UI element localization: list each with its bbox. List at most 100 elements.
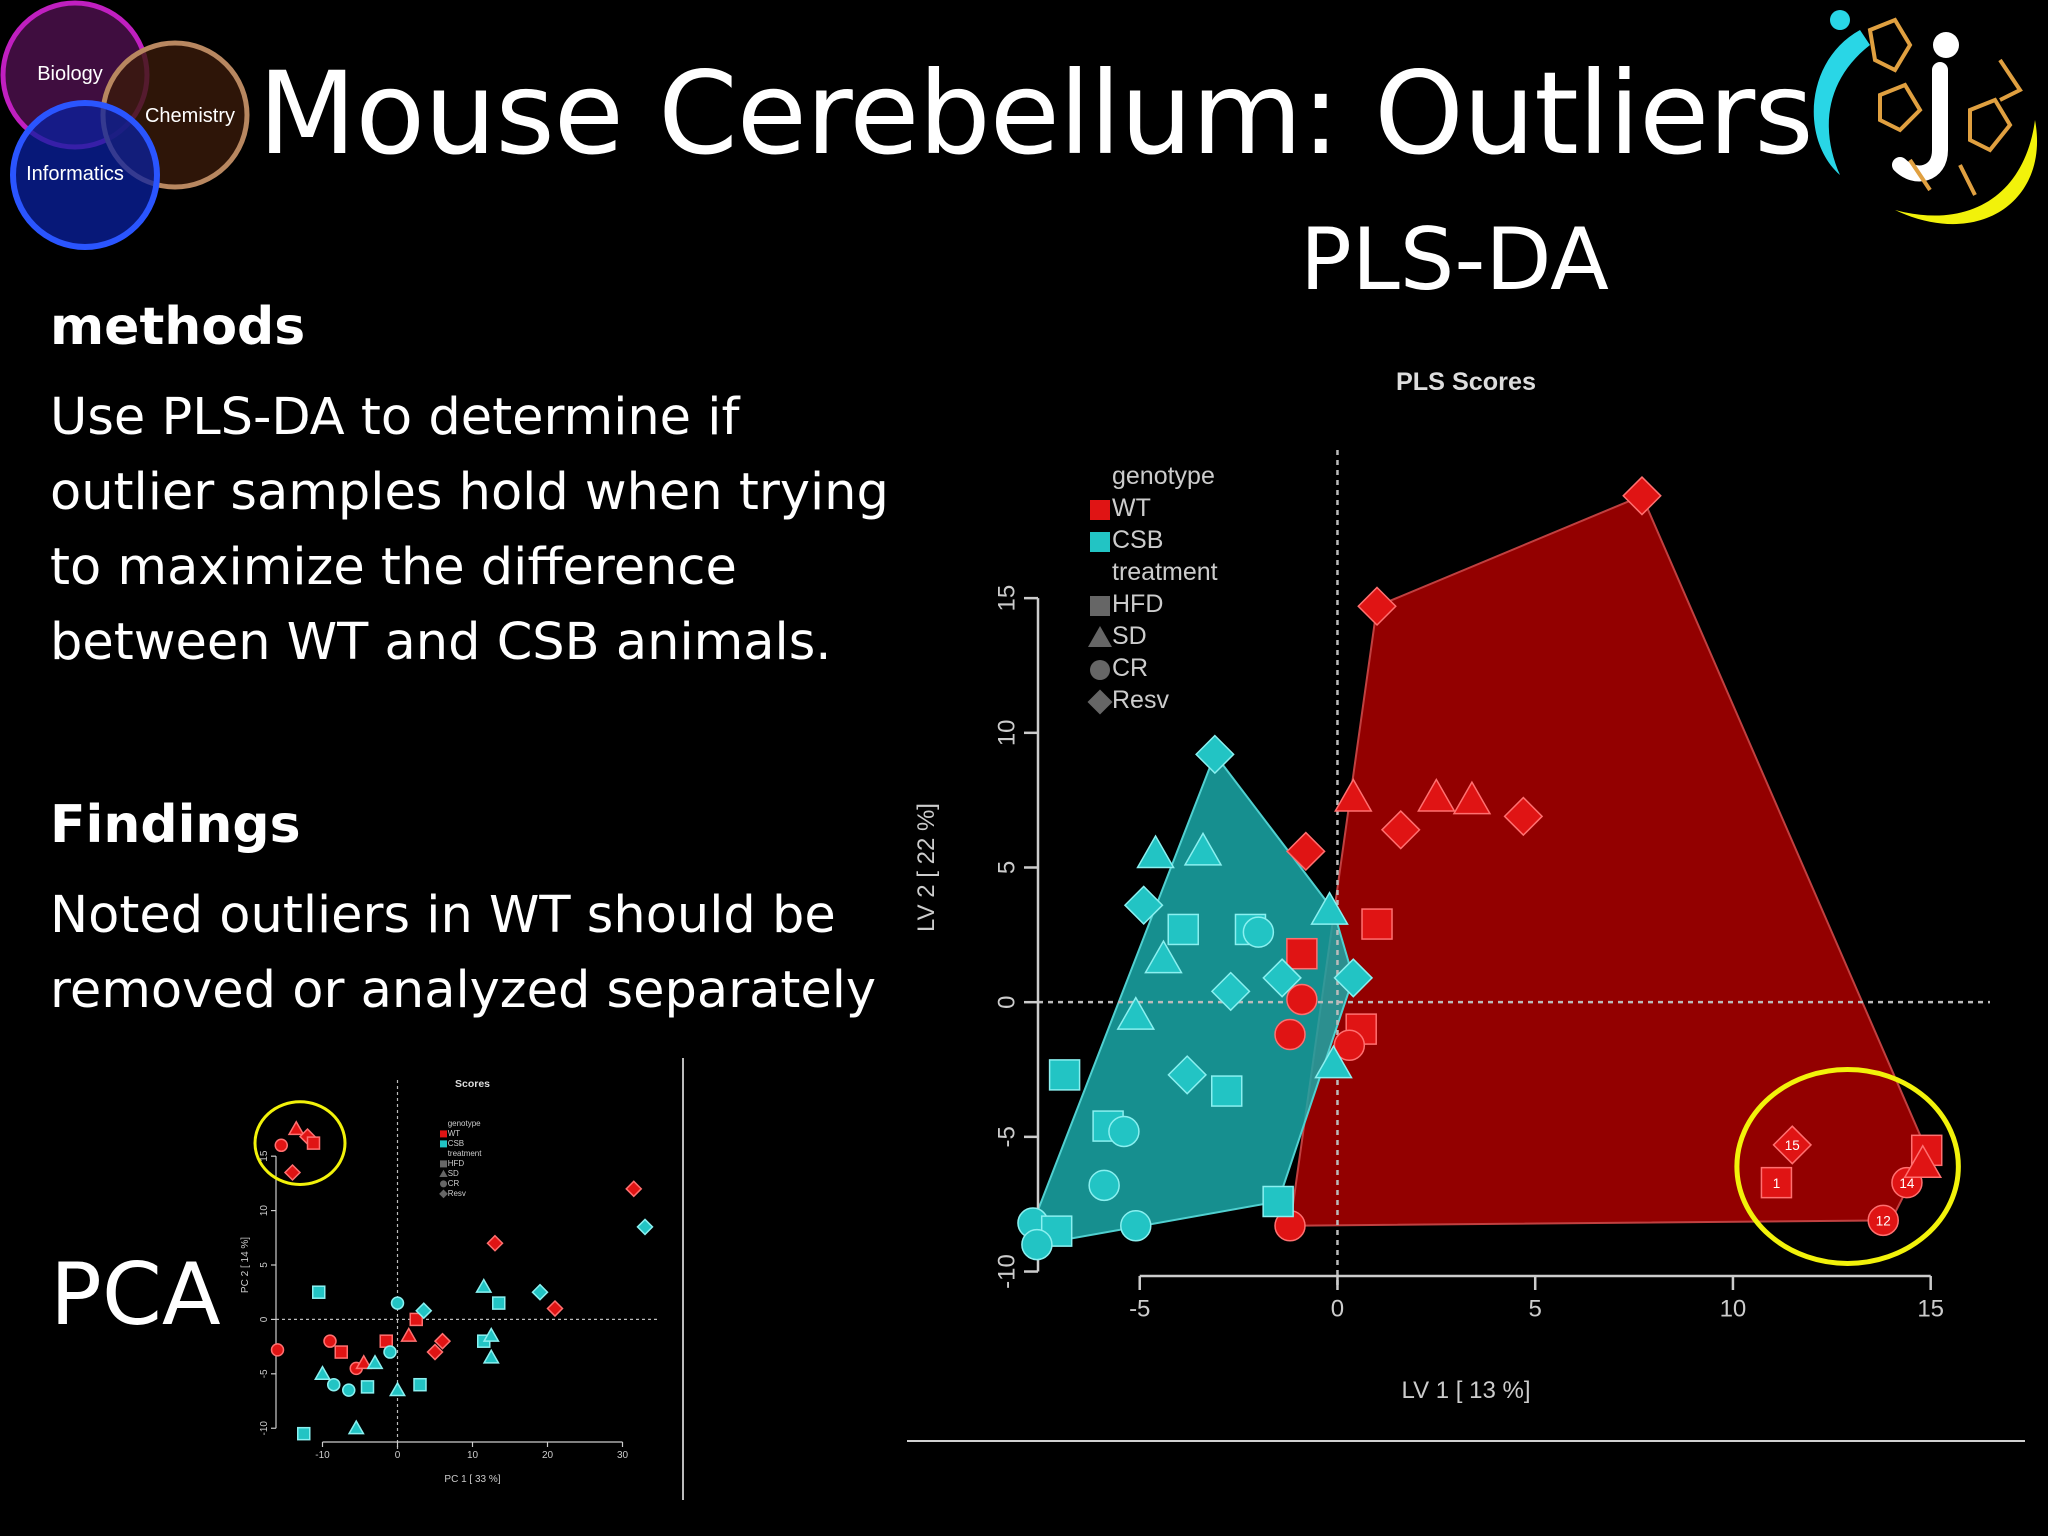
data-point-csb — [531, 1283, 549, 1301]
data-point-csb — [1021, 1228, 1053, 1261]
data-point-csb — [1195, 734, 1235, 775]
methods-heading: methods — [50, 297, 306, 357]
data-point-wt — [283, 1163, 302, 1182]
data-point-csb — [1310, 891, 1349, 925]
legend-label-cr: CR — [1112, 654, 1148, 682]
pca-scores-chart: -10 0 10 20 30 -10 -5 0 5 10 15 Scores PC 1 [ 33 %] P… — [240, 1078, 660, 1485]
x-tick-label: 15 — [1917, 1295, 1944, 1322]
legend-label-sd: SD — [448, 1169, 459, 1178]
data-point-wt — [1286, 983, 1318, 1016]
data-point-csb — [1262, 958, 1302, 998]
data-point-csb — [413, 1377, 427, 1392]
brand-logo — [1813, 10, 2038, 225]
x-tick-label: 0 — [1331, 1295, 1344, 1322]
y-tick-label: 15 — [259, 1150, 270, 1162]
legend-swatch-csb — [440, 1140, 447, 1148]
data-point-csb — [1088, 1169, 1120, 1202]
x-tick-label: 0 — [395, 1450, 401, 1461]
logo-yellow-arc — [1895, 120, 2038, 225]
legend-label-resv: Resv — [448, 1189, 466, 1198]
methods-text: Use PLS-DA to determine if outlier sampl… — [50, 388, 889, 672]
data-point-wt — [409, 1312, 423, 1327]
legend-label-resv: Resv — [1112, 686, 1169, 714]
data-point-csb — [1167, 913, 1199, 946]
y-tick-label: 5 — [259, 1262, 270, 1268]
x-tick-label: -5 — [1129, 1295, 1150, 1322]
y-tick-label: 0 — [259, 1316, 270, 1322]
data-point-csb — [1314, 1044, 1353, 1079]
y-tick-label: 0 — [993, 995, 1020, 1008]
data-point-wt — [306, 1136, 321, 1150]
legend-label-csb: CSB — [1112, 526, 1163, 554]
x-tick-label: 10 — [1720, 1295, 1747, 1322]
data-point-wt — [1417, 777, 1456, 812]
informatics-circle — [10, 100, 160, 250]
outlier-circle — [253, 1100, 347, 1186]
data-point-csb — [360, 1380, 375, 1394]
data-point-csb — [366, 1354, 384, 1370]
y-tick-label: -5 — [993, 1126, 1020, 1147]
data-point-wt — [1274, 1018, 1306, 1051]
pca-label: PCA — [50, 1245, 221, 1345]
x-tick-label: 10 — [467, 1450, 479, 1461]
data-point-csb — [636, 1218, 654, 1236]
findings-heading: Findings — [50, 795, 301, 855]
logo-molecule — [1867, 17, 2023, 196]
data-point-wt — [274, 1138, 288, 1153]
y-axis-label: PC 2 [ 14 %] — [240, 1237, 251, 1293]
data-point-wt — [625, 1180, 643, 1198]
data-point-wt — [1286, 831, 1326, 872]
data-point-wt — [1452, 780, 1492, 815]
data-point-wt — [1760, 1166, 1793, 1199]
legend-marker-sd — [439, 1169, 448, 1178]
data-point-wt — [1286, 937, 1318, 970]
data-point-csb — [1136, 834, 1175, 869]
logo-cyan-arc — [1813, 30, 1870, 175]
data-point-wt — [1867, 1204, 1899, 1237]
point-label: 15 — [1785, 1138, 1800, 1153]
legend-label-csb: CSB — [448, 1139, 464, 1148]
x-tick-label: 30 — [617, 1450, 629, 1461]
data-point-csb — [1333, 958, 1374, 998]
data-point-csb — [475, 1278, 493, 1293]
legend-marker-cr — [1090, 660, 1110, 680]
legend-label-sd: SD — [1112, 622, 1147, 650]
legend-label-cr: CR — [448, 1179, 460, 1188]
data-point-csb — [1210, 971, 1251, 1012]
y-tick-label: -10 — [993, 1254, 1020, 1289]
data-point-csb — [314, 1365, 331, 1380]
data-point-wt — [433, 1332, 452, 1350]
legend-label-hfd: HFD — [1112, 590, 1163, 618]
wt-hull — [1288, 494, 1928, 1227]
x-axis-label: LV 1 [ 13 %] — [1402, 1377, 1531, 1404]
legend-swatch-csb — [1090, 532, 1110, 552]
data-point-csb — [342, 1383, 356, 1397]
point-label: 14 — [1899, 1176, 1915, 1191]
bottom-rule — [907, 1440, 2025, 1442]
legend-treatment-title: treatment — [1112, 558, 1218, 586]
legend-genotype-title: genotype — [448, 1119, 481, 1128]
data-point-csb — [389, 1381, 406, 1397]
logo-white-j — [1892, 62, 1948, 182]
slide-title: Mouse Cerebellum: Outliers — [258, 47, 1814, 180]
data-point-csb — [1242, 916, 1275, 948]
venn-label-informatics: Informatics — [26, 163, 124, 185]
venn-logo: Biology Chemistry Informatics — [0, 0, 250, 250]
legend-marker-hfd — [1090, 596, 1110, 616]
logo-white-dot — [1933, 32, 1959, 58]
data-point-wt — [400, 1327, 418, 1342]
data-point-wt — [1333, 1029, 1366, 1062]
legend-genotype-title: genotype — [1112, 462, 1215, 490]
data-point-csb — [415, 1302, 433, 1320]
legend-marker-sd — [1088, 626, 1112, 647]
data-point-wt — [546, 1299, 564, 1318]
data-point-csb — [383, 1345, 397, 1359]
data-point-csb — [1116, 996, 1156, 1030]
data-point-csb — [1167, 1055, 1208, 1095]
y-tick-label: 10 — [993, 719, 1020, 746]
venn-label-chemistry: Chemistry — [145, 105, 235, 127]
data-point-csb — [1144, 939, 1183, 974]
data-point-wt — [1622, 475, 1662, 516]
data-point-csb — [1048, 1059, 1081, 1091]
data-point-wt — [355, 1354, 373, 1370]
